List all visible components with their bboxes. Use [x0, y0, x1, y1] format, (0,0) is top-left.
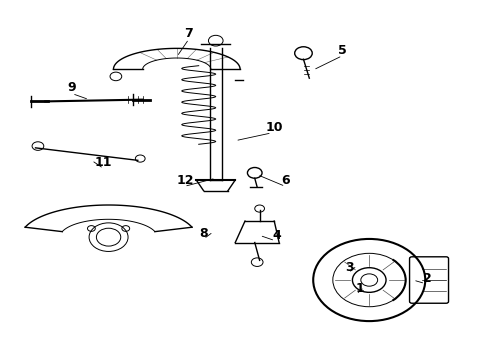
Text: 1: 1	[355, 283, 364, 296]
Text: 3: 3	[345, 261, 354, 274]
Text: 11: 11	[95, 156, 113, 169]
Text: 8: 8	[199, 227, 208, 240]
Text: 2: 2	[423, 272, 432, 285]
Text: 5: 5	[338, 44, 347, 57]
Text: 12: 12	[177, 174, 195, 187]
Text: 10: 10	[266, 121, 283, 134]
Text: 7: 7	[185, 27, 194, 40]
Text: 4: 4	[272, 229, 281, 242]
Text: 9: 9	[68, 81, 76, 94]
Text: 6: 6	[281, 174, 290, 187]
